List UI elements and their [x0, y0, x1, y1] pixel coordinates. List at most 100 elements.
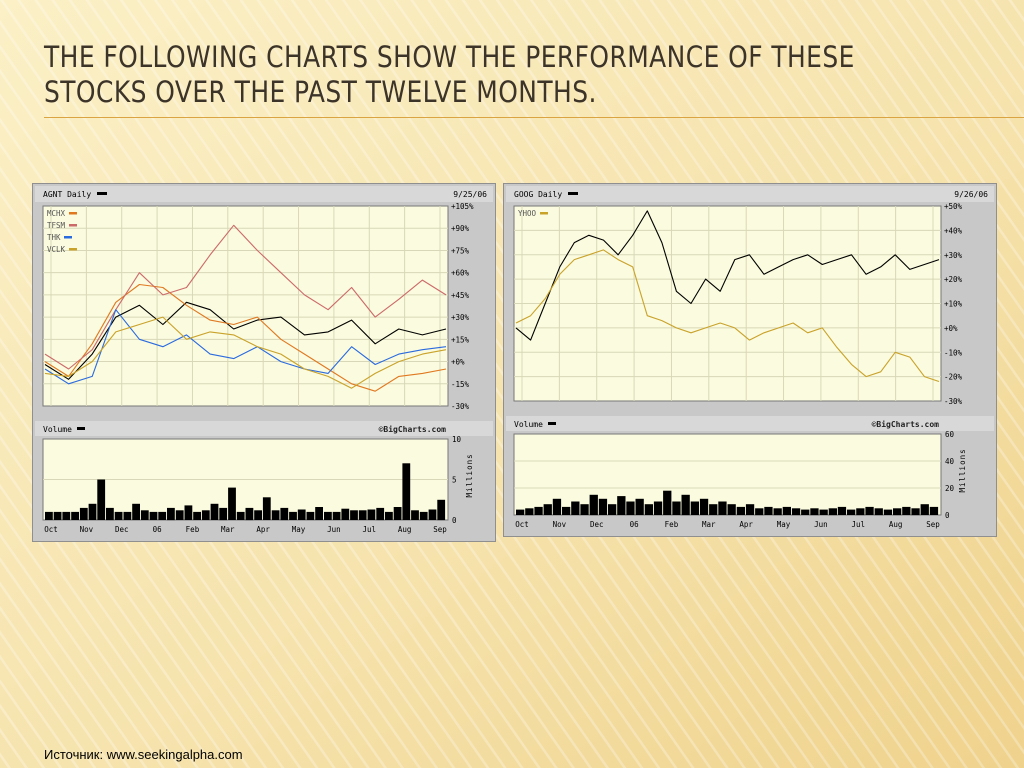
- y-tick-label: +30%: [451, 313, 470, 322]
- volume-bar: [635, 498, 644, 515]
- volume-bar: [856, 508, 865, 516]
- volume-bar: [736, 506, 745, 515]
- volume-bar: [132, 503, 140, 520]
- legend-swatch-mchx: [69, 212, 77, 215]
- volume-tick-label: 10: [452, 435, 462, 444]
- legend-swatch-thk: [64, 236, 72, 239]
- volume-bar: [140, 510, 149, 520]
- volume-bar: [393, 507, 402, 520]
- volume-bar: [773, 508, 782, 516]
- y-tick-label: +60%: [451, 269, 470, 278]
- legend-swatch-tfsm: [69, 224, 77, 227]
- x-tick-label: Jun: [327, 525, 341, 534]
- volume-bar: [184, 505, 193, 520]
- x-tick-label: Mar: [702, 520, 716, 529]
- x-tick-label: Apr: [739, 520, 753, 529]
- volume-header-bar: [506, 416, 994, 431]
- volume-bar: [608, 504, 617, 515]
- legend-label-tfsm: TFSM: [47, 221, 66, 230]
- chart-header-date: 9/26/06: [954, 190, 988, 199]
- series-line-mchx: [44, 283, 447, 392]
- volume-bar: [201, 510, 210, 520]
- volume-bar: [367, 509, 376, 520]
- volume-bar: [324, 511, 332, 520]
- y-tick-label: +105%: [451, 202, 474, 211]
- volume-header-bar: [35, 421, 493, 436]
- volume-bar: [893, 508, 902, 516]
- volume-bar: [106, 507, 114, 521]
- y-tick-label: +90%: [451, 224, 470, 233]
- volume-bar: [175, 510, 184, 520]
- y-tick-label: +20%: [944, 275, 963, 284]
- volume-bar: [236, 511, 245, 520]
- x-tick-label: Sep: [433, 525, 447, 534]
- x-tick-label: Apr: [256, 525, 270, 534]
- volume-bar: [644, 504, 653, 515]
- volume-bar: [280, 507, 289, 521]
- x-tick-label: Feb: [186, 525, 200, 534]
- volume-bar: [534, 506, 543, 515]
- volume-bar: [402, 463, 411, 520]
- volume-bar: [254, 510, 262, 520]
- y-tick-label: +10%: [944, 300, 963, 309]
- x-tick-label: Aug: [889, 520, 903, 529]
- volume-bar: [663, 490, 672, 515]
- volume-bar: [874, 508, 883, 516]
- volume-bar: [45, 511, 53, 520]
- series-line-goog: [515, 210, 940, 341]
- volume-bar: [306, 511, 315, 520]
- x-tick-label: Feb: [665, 520, 679, 529]
- volume-bar: [193, 511, 201, 520]
- volume-tick-label: 60: [945, 430, 955, 439]
- y-tick-label: +40%: [944, 226, 963, 235]
- x-tick-label: 06: [153, 525, 163, 534]
- volume-bar: [847, 509, 856, 515]
- title-divider: [44, 117, 1024, 118]
- volume-bar: [911, 508, 920, 516]
- volume-bar: [228, 487, 236, 520]
- volume-bar: [88, 503, 97, 520]
- volume-tick-label: 0: [452, 516, 457, 525]
- chart-header-bar: [506, 186, 994, 202]
- volume-tick-label: 0: [945, 511, 950, 520]
- y-tick-label: +50%: [944, 202, 963, 211]
- volume-tick-label: 40: [945, 457, 955, 466]
- legend-label-yhoo: YHOO: [518, 209, 537, 218]
- volume-bar: [883, 509, 893, 515]
- volume-bar: [516, 509, 525, 515]
- volume-legend-swatch: [548, 422, 556, 425]
- chart-header-bar: [35, 186, 493, 202]
- x-tick-label: May: [777, 520, 791, 529]
- volume-bar: [271, 510, 280, 520]
- volume-bar: [837, 506, 847, 515]
- volume-bar: [376, 507, 385, 521]
- volume-bar: [681, 494, 690, 516]
- agnt-chart: AGNT Daily 9/25/06 +105% +90% +75% +60% +45% +3…: [35, 186, 493, 534]
- volume-bar: [828, 508, 837, 516]
- y-tick-label: -10%: [944, 348, 963, 357]
- volume-bar: [123, 511, 132, 520]
- y-tick-label: +30%: [944, 251, 963, 260]
- y-tick-label: +75%: [451, 246, 470, 255]
- volume-bar: [589, 494, 598, 516]
- volume-bar: [920, 504, 929, 515]
- volume-bar: [385, 511, 393, 520]
- volume-bar: [437, 499, 446, 521]
- volume-bar: [902, 506, 911, 515]
- series-line-yhoo: [515, 249, 940, 383]
- chart-header-date: 9/25/06: [453, 190, 487, 199]
- series-line-vclk: [44, 316, 447, 389]
- x-tick-label: Jul: [362, 525, 376, 534]
- chart-watermark: ©BigCharts.com: [872, 419, 940, 429]
- x-tick-label: Mar: [221, 525, 235, 534]
- volume-bar: [262, 497, 271, 520]
- series-line-thk: [44, 309, 447, 385]
- x-tick-label: 06: [630, 520, 640, 529]
- x-tick-label: Nov: [553, 520, 567, 529]
- chart-panel-goog: GOOG Daily 9/26/06 +50% +40% +30% +20% +10% +0%…: [503, 183, 997, 537]
- volume-bar: [865, 506, 874, 515]
- volume-bar: [764, 506, 773, 515]
- volume-bar: [358, 510, 367, 520]
- volume-bar: [62, 511, 71, 520]
- y-tick-label: -30%: [451, 402, 470, 411]
